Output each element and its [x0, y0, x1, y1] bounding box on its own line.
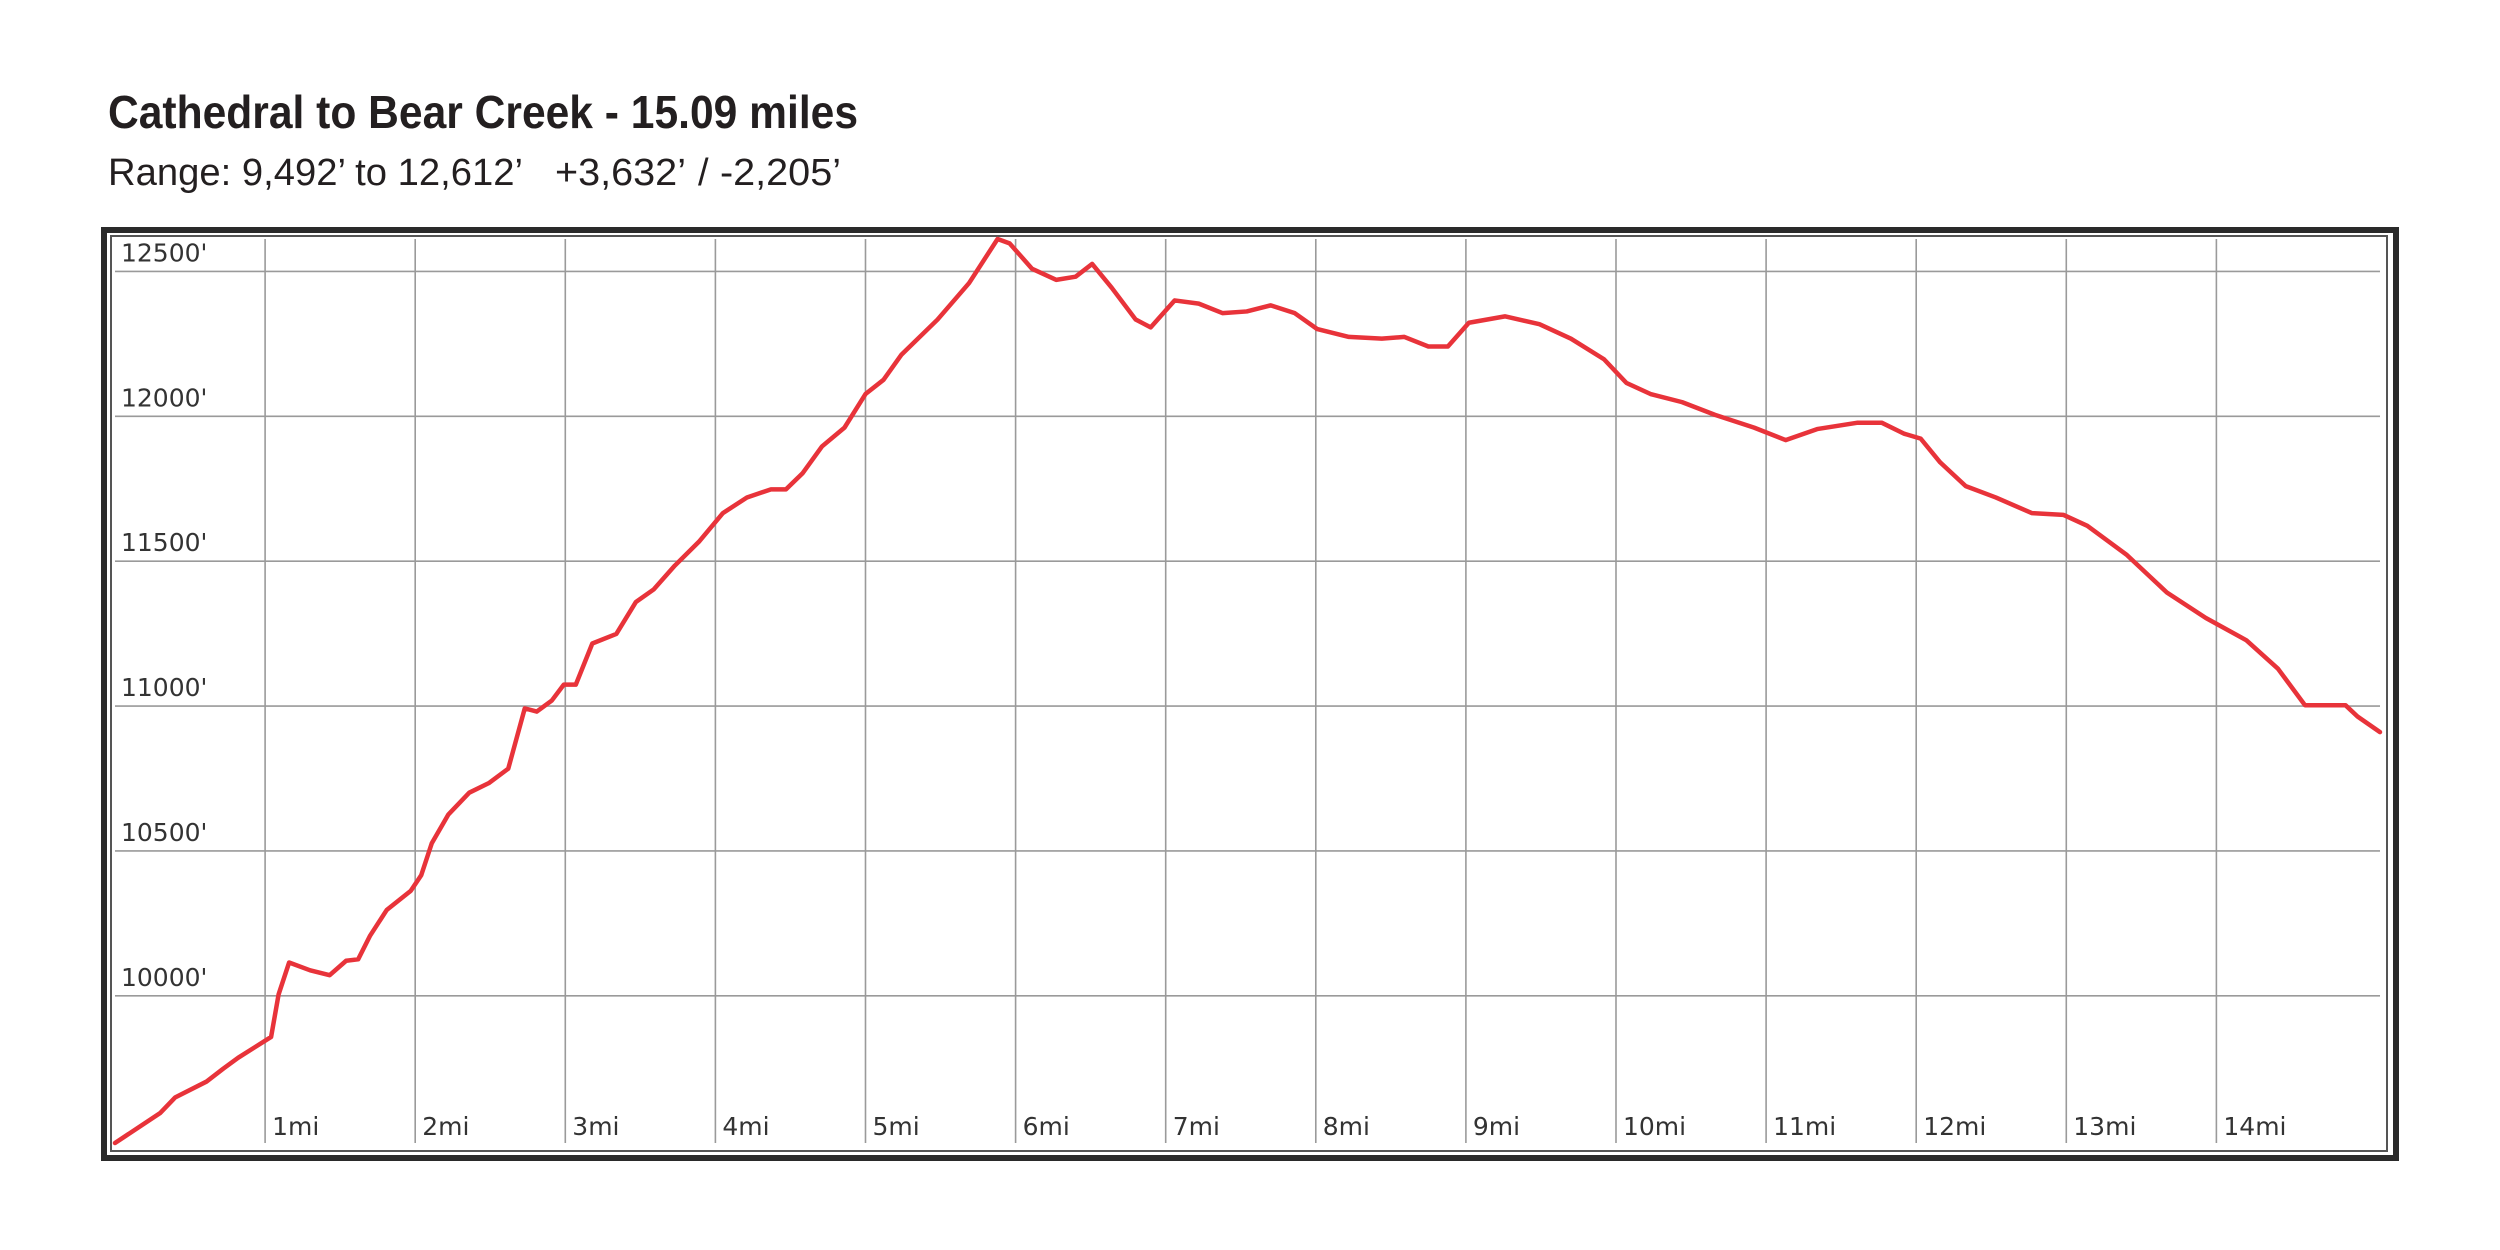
- x-tick-label: 1mi: [272, 1112, 319, 1141]
- y-tick-label: 12000': [121, 383, 207, 412]
- y-tick-label: 11500': [121, 528, 207, 557]
- x-tick-label: 8mi: [1323, 1112, 1370, 1141]
- gain-text: +3,632’: [555, 152, 686, 194]
- y-tick-label: 10500': [121, 818, 207, 847]
- chart-title: Cathedral to Bear Creek - 15.09 miles: [108, 86, 858, 138]
- x-tick-label: 7mi: [1173, 1112, 1220, 1141]
- elevation-line: [112, 236, 2383, 1146]
- loss-text: -2,205’: [720, 152, 841, 194]
- x-tick-label: 3mi: [572, 1112, 619, 1141]
- x-tick-label: 12mi: [1923, 1112, 1986, 1141]
- grid: 10000' 10500' 11000' 11500' 12000' 12500' 1mi 2…: [115, 238, 2380, 1143]
- x-tick-label: 5mi: [872, 1112, 919, 1141]
- range-text: Range: 9,492’ to 12,612’: [108, 152, 523, 194]
- x-tick-label: 14mi: [2223, 1112, 2286, 1141]
- plot-border: [110, 235, 2388, 1152]
- x-tick-label: 11mi: [1773, 1112, 1836, 1141]
- y-tick-label: 11000': [121, 673, 207, 702]
- x-tick-label: 10mi: [1623, 1112, 1686, 1141]
- y-tick-label: 10000': [121, 963, 207, 992]
- x-tick-label: 4mi: [722, 1112, 769, 1141]
- marks: [112, 236, 2383, 1146]
- x-tick-label: 2mi: [422, 1112, 469, 1141]
- y-tick-label: 12500': [121, 238, 207, 267]
- x-tick-label: 9mi: [1473, 1112, 1520, 1141]
- separator: /: [698, 152, 709, 194]
- x-tick-label: 6mi: [1023, 1112, 1070, 1141]
- x-tick-label: 13mi: [2073, 1112, 2136, 1141]
- chart-frame: [101, 227, 2399, 1161]
